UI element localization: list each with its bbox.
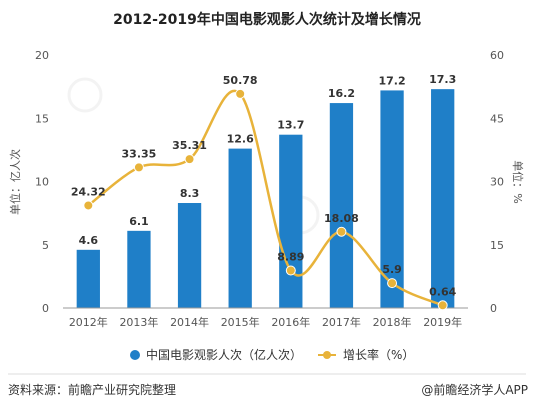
line-series <box>83 88 448 311</box>
growth-rate-label: 18.08 <box>324 212 359 225</box>
data-labels: 4.6 6.1 8.3 12.6 13.7 16.2 17.2 17.3 24.32 33.35 3… <box>71 73 457 298</box>
bar-7 <box>431 89 455 308</box>
y-right-tick-label: 30 <box>490 176 504 189</box>
legend-line-marker <box>323 351 331 359</box>
growth-rate-point-3 <box>235 88 246 99</box>
x-tick-label: 2016年 <box>271 315 310 329</box>
bar-6 <box>380 90 404 308</box>
y-left-tick-label: 20 <box>35 49 49 62</box>
footer-source: 资料来源：前瞻产业研究院整理 <box>8 382 176 397</box>
legend-line-label: 增长率（%） <box>343 347 414 362</box>
x-tick-label: 2017年 <box>322 315 361 329</box>
bar-value-label: 17.3 <box>429 73 456 86</box>
growth-rate-point-2 <box>184 154 195 165</box>
y-left-tick-label: 10 <box>35 176 49 189</box>
y-right-tick-label: 15 <box>490 239 504 252</box>
bar-series <box>76 89 455 308</box>
y-right-tick-label: 45 <box>490 112 504 125</box>
y-left-tick-label: 0 <box>42 302 49 315</box>
legend: 中国电影观影人次（亿人次） 增长率（%） <box>130 347 414 362</box>
y-axis-left-title: 单位：亿人次 <box>8 149 22 215</box>
growth-rate-label: 35.31 <box>172 139 207 152</box>
y-left-tick-label: 5 <box>42 239 49 252</box>
growth-rate-label: 33.35 <box>122 147 157 160</box>
growth-rate-label: 0.64 <box>429 285 456 298</box>
bar-value-label: 8.3 <box>180 187 200 200</box>
bar-value-label: 6.1 <box>129 215 149 228</box>
bar-value-label: 12.6 <box>227 133 254 146</box>
bar-value-label: 4.6 <box>79 234 99 247</box>
growth-rate-point-6 <box>387 278 398 289</box>
x-tick-label: 2019年 <box>423 315 462 329</box>
bar-1 <box>127 230 151 308</box>
growth-rate-label: 50.78 <box>223 74 258 87</box>
axes: 2012年 2013年 2014年 2015年 2016年 2017年 2018年 2019年… <box>35 49 504 329</box>
bar-5 <box>329 103 354 308</box>
bar-value-label: 17.2 <box>378 74 405 87</box>
footer-brand: @前瞻经济学人APP <box>421 382 528 397</box>
y-right-tick-label: 60 <box>490 49 504 62</box>
growth-rate-point-4 <box>285 265 296 276</box>
growth-rate-point-5 <box>336 226 347 237</box>
y-axis-right-title: 单位：% <box>511 160 525 203</box>
bar-value-label: 13.7 <box>277 119 304 132</box>
growth-rate-point-7 <box>437 300 448 311</box>
legend-bar-marker <box>130 350 140 360</box>
bar-0 <box>76 249 100 308</box>
growth-rate-label: 5.9 <box>382 263 402 276</box>
x-tick-label: 2012年 <box>69 315 108 329</box>
y-right-tick-label: 0 <box>490 302 497 315</box>
growth-rate-label: 8.89 <box>277 251 304 264</box>
bar-3 <box>228 148 252 308</box>
x-tick-label: 2013年 <box>119 315 158 329</box>
y-left-tick-label: 15 <box>35 112 49 125</box>
growth-rate-line <box>87 89 444 307</box>
legend-bar-label: 中国电影观影人次（亿人次） <box>146 347 302 362</box>
x-tick-label: 2018年 <box>373 315 412 329</box>
growth-rate-label: 24.32 <box>71 185 106 198</box>
x-tick-label: 2014年 <box>170 315 209 329</box>
growth-rate-point-1 <box>133 162 144 173</box>
bar-4 <box>279 134 303 308</box>
growth-rate-point-0 <box>83 200 94 211</box>
bar-value-label: 16.2 <box>328 87 355 100</box>
bar-2 <box>177 203 202 308</box>
x-tick-label: 2015年 <box>221 315 260 329</box>
chart-title: 2012-2019年中国电影观影人次统计及增长情况 <box>113 11 421 28</box>
